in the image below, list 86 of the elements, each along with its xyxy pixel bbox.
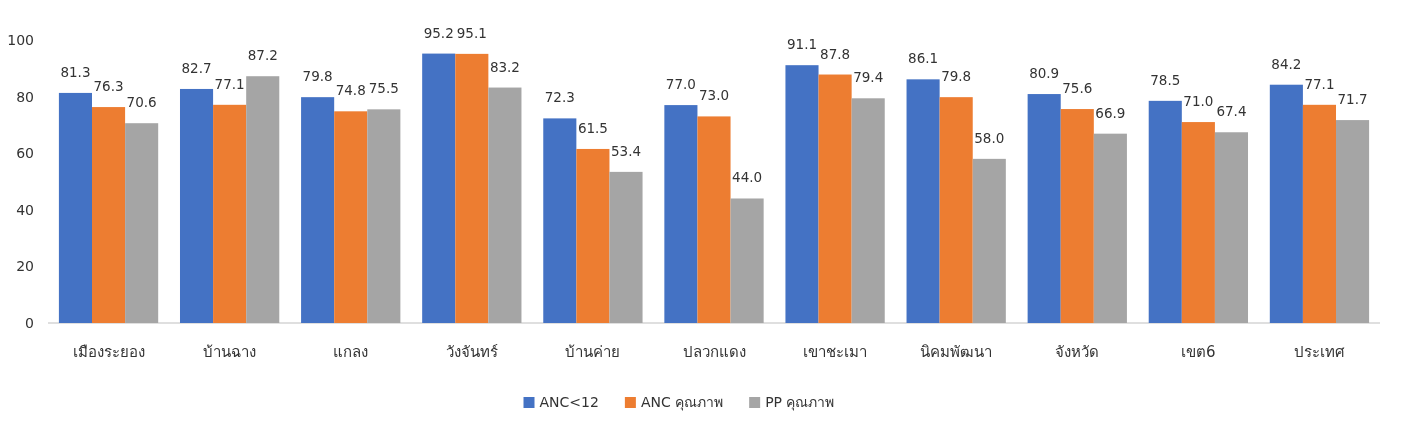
bar [301,97,335,323]
bar [1027,94,1061,323]
bar [455,53,489,323]
bar [851,98,885,323]
x-tick-label: วังจันทร์ [445,343,498,361]
x-tick-label: ปลวกแดง [682,343,746,361]
y-tick-label: 60 [16,145,34,162]
bar [58,92,92,323]
x-tick-label: ประเทศ [1293,343,1345,361]
data-label: 77.1 [1304,75,1335,92]
data-label: 86.1 [908,50,939,67]
data-label: 79.4 [853,69,884,86]
bar [576,148,610,323]
data-label: 67.4 [1216,103,1247,120]
x-tick-label: บ้านฉาง [203,343,257,361]
data-label: 75.5 [368,80,399,97]
y-tick-label: 100 [7,32,34,48]
bar [609,171,643,323]
bar [664,105,698,323]
data-label: 78.5 [1150,71,1181,88]
data-label: 79.8 [302,68,333,85]
bar [179,88,214,323]
bar [213,104,247,323]
x-tick-label: บ้านค่าย [565,343,621,361]
data-label: 87.8 [820,45,851,62]
bar [422,53,456,323]
bar [730,198,764,323]
bar [818,74,852,323]
data-label: 84.2 [1271,55,1302,72]
bar [1181,122,1215,323]
data-label: 70.6 [126,94,157,111]
x-tick-label: จังหวัด [1055,343,1100,361]
data-label: 77.0 [665,76,696,93]
data-label: 73.0 [698,87,730,104]
data-label: 95.1 [456,24,487,41]
bar [488,87,522,323]
bar [246,76,280,323]
bar [334,111,368,323]
bar [367,109,401,323]
data-label: 71.0 [1183,93,1214,110]
data-label: 80.9 [1029,65,1060,82]
bar [1214,132,1249,323]
data-label: 75.6 [1062,80,1093,97]
x-tick-label: แกลง [333,343,369,361]
bar [1093,133,1127,323]
data-label: 72.3 [544,89,575,106]
legend-label: ANC<12 [539,394,599,410]
bar [1148,100,1182,323]
data-label: 91.1 [786,36,818,53]
bar [1336,120,1370,323]
data-label: 81.3 [60,63,91,80]
legend-label: ANC คุณภาพ [640,394,724,411]
data-label: 76.3 [93,78,124,95]
bar [939,97,973,323]
bar [1302,104,1337,323]
x-tick-label: เขาชะเมา [803,343,868,361]
data-label: 71.7 [1337,91,1368,108]
data-label: 83.2 [489,58,520,75]
bar [125,123,159,323]
legend-label: PP คุณภาพ [765,394,835,411]
bar [785,65,819,323]
data-label: 58.0 [974,129,1005,146]
y-tick-label: 40 [16,201,34,218]
bar [972,158,1006,323]
data-label: 87.2 [247,47,278,64]
data-label: 53.4 [610,142,642,159]
data-label: 61.5 [577,119,608,136]
data-label: 95.2 [423,24,454,41]
x-tick-label: นิคมพัฒนา [920,343,993,361]
bar [543,118,577,323]
bar [906,79,940,323]
data-label: 66.9 [1095,104,1126,121]
data-label: 79.8 [941,68,972,85]
data-label: 74.8 [335,82,366,99]
data-label: 77.1 [214,75,245,92]
x-tick-label: เมืองระยอง [72,343,145,361]
data-label: 44.0 [732,169,763,186]
y-tick-label: 80 [16,88,34,105]
bar [697,116,731,323]
y-tick-label: 20 [16,258,34,275]
data-label: 82.7 [181,59,212,76]
bar [92,107,126,323]
bar [1060,109,1094,323]
x-tick-label: เขต6 [1181,343,1216,361]
bar [1269,84,1303,323]
y-tick-label: 0 [25,315,34,331]
